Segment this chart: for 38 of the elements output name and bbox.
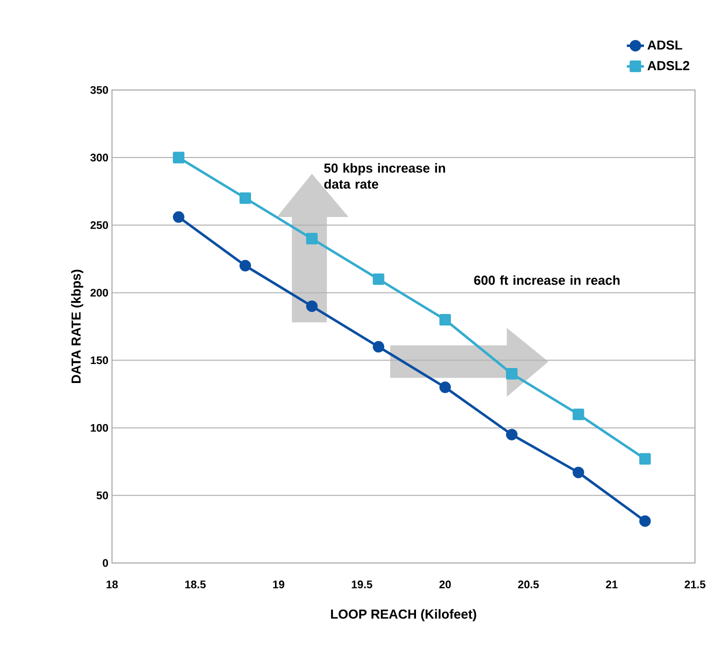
annotation: 50 kbps increase in data rate (324, 163, 446, 189)
point (306, 232, 318, 244)
legend-label: ADSL2 (648, 61, 690, 70)
point (240, 260, 252, 272)
point (639, 453, 651, 465)
point (172, 211, 184, 223)
x-tick-label: 18.5 (185, 580, 206, 588)
point (240, 192, 252, 204)
y-tick-label: 100 (90, 424, 108, 432)
x-tick-label: 20.5 (518, 580, 539, 588)
y-tick-label: 350 (90, 86, 108, 94)
y-tick-label: 200 (90, 288, 108, 297)
point (439, 314, 451, 326)
point (572, 408, 584, 420)
x-tick-label: 21.5 (684, 580, 706, 588)
annotation: 600 ft increase in reach (474, 275, 620, 285)
x-axis-title: LOOP REACH (Kilofeet) (331, 609, 476, 622)
y-tick-label: 250 (90, 221, 108, 230)
legend-label: ADSL (648, 40, 682, 50)
point (372, 273, 384, 285)
point (372, 341, 384, 353)
point (572, 466, 584, 478)
point (639, 515, 651, 527)
point (306, 300, 318, 312)
y-tick-label: 150 (90, 356, 108, 364)
point (172, 152, 184, 164)
point (506, 368, 518, 380)
y-tick-label: 50 (96, 492, 108, 500)
x-tick-label: 21 (606, 580, 618, 588)
x-tick-label: 19 (273, 580, 284, 588)
y-tick-label: 0 (102, 559, 108, 567)
y-tick-label: 300 (90, 154, 108, 162)
y-axis-title: DATA RATE (kbps) (71, 270, 84, 384)
point (506, 428, 518, 440)
x-tick-label: 18 (106, 580, 118, 588)
x-tick-label: 19.5 (352, 580, 372, 588)
point (439, 382, 451, 394)
x-tick-label: 20 (439, 580, 451, 588)
